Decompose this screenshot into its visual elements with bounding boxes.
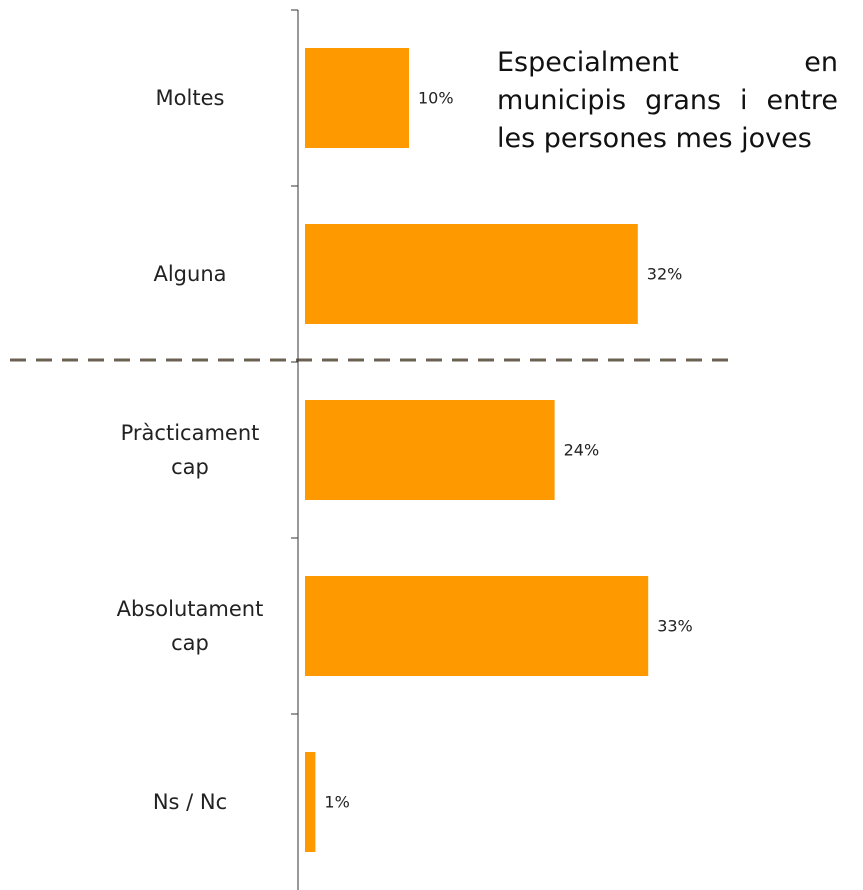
annotation: Especialment en municipis grans i entre … <box>497 47 838 154</box>
category-label: Moltes <box>155 86 225 110</box>
value-label: 10% <box>418 88 454 108</box>
bar <box>305 576 649 676</box>
value-label: 32% <box>646 264 683 284</box>
bar <box>305 752 316 852</box>
value-label: 1% <box>324 792 350 812</box>
bar <box>305 224 638 324</box>
value-label: 24% <box>563 440 600 460</box>
value-label: 33% <box>657 616 693 636</box>
bar <box>305 400 555 500</box>
bar <box>305 48 409 148</box>
category-label: Absolutament cap <box>116 597 264 655</box>
category-label: Ns / Nc <box>152 790 228 814</box>
category-label: Alguna <box>153 262 227 286</box>
category-label: Pràcticament cap <box>120 421 260 479</box>
